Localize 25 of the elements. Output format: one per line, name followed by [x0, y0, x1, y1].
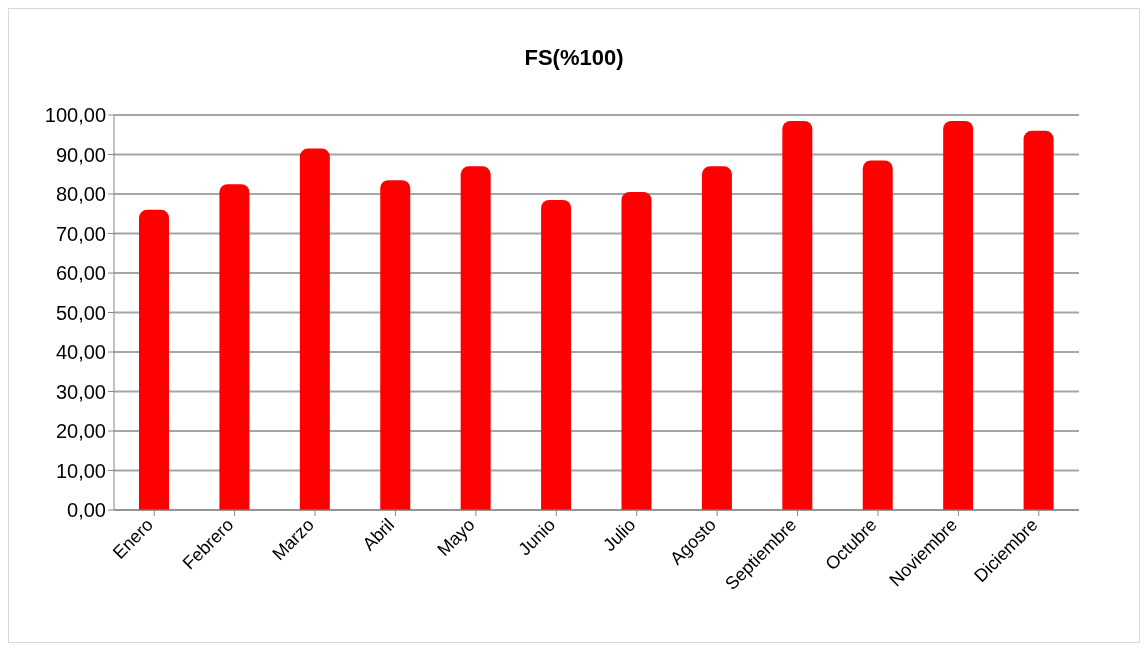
y-tick-label: 20,00 — [55, 420, 106, 443]
bar — [299, 148, 330, 510]
bar — [621, 192, 652, 510]
y-tick-label: 60,00 — [55, 262, 106, 285]
x-tick-label: Julio — [599, 514, 640, 556]
bar — [380, 180, 411, 510]
bar — [943, 120, 974, 510]
bar — [862, 160, 893, 510]
y-tick-label: 90,00 — [55, 143, 106, 166]
bar — [701, 166, 732, 510]
bar — [219, 184, 250, 510]
y-tick-label: 70,00 — [55, 222, 106, 245]
bar — [139, 209, 169, 510]
bar — [541, 199, 572, 510]
y-tick-label: 100,00 — [44, 104, 106, 127]
chart-title: FS(%100) — [523, 44, 625, 72]
bar — [460, 166, 491, 510]
bar — [1023, 130, 1054, 510]
y-tick-label: 0,00 — [67, 499, 106, 522]
y-tick-label: 80,00 — [55, 183, 106, 206]
y-tick-label: 40,00 — [55, 341, 106, 364]
y-tick-label: 30,00 — [55, 380, 106, 403]
y-tick-label: 50,00 — [55, 301, 106, 324]
y-tick-label: 10,00 — [55, 459, 106, 482]
bar — [782, 120, 813, 510]
